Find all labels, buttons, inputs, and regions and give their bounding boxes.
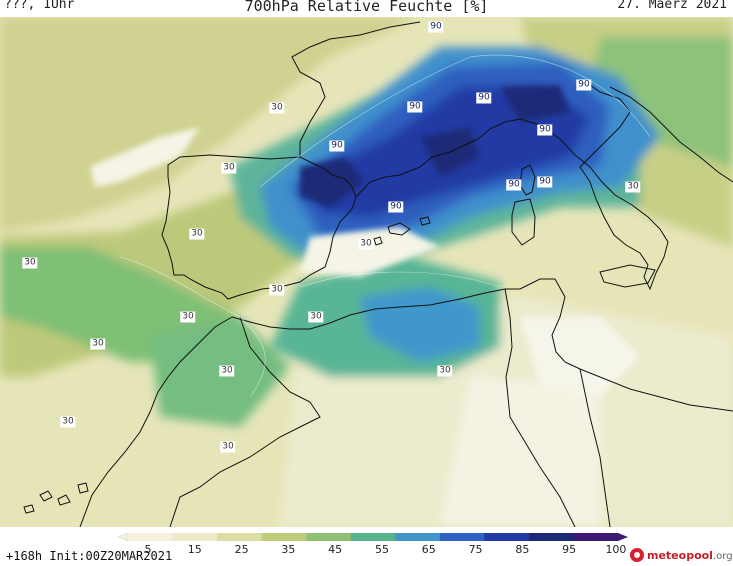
legend-label: 5: [144, 543, 152, 556]
field-navy-spot-1: [300, 157, 365, 207]
field-navy-spot-3: [500, 85, 570, 122]
france-coastline: [291, 21, 421, 157]
map-title: 700hPa Relative Feuchte [%]: [244, 0, 489, 15]
legend-swatch: [573, 533, 619, 541]
contour-label-30: 30: [437, 365, 453, 377]
legend-swatch: [528, 533, 574, 541]
logo-text: meteopool.org: [647, 549, 733, 562]
legend-swatch: [395, 533, 441, 541]
legend-label: 35: [281, 543, 296, 556]
field-pale-sahara: [440, 377, 600, 527]
legend-label: 25: [234, 543, 249, 556]
legend-high-arrow: [618, 533, 628, 541]
header-bar: ???, 1Uhr 700hPa Relative Feuchte [%] 27…: [0, 0, 733, 17]
italy-coastline: [477, 84, 669, 291]
contour-label-30: 30: [269, 102, 285, 114]
contour-label-30: 30: [269, 284, 285, 296]
humidity-map: 90 90 90 90 90 90 90 90 90 30 30 30 30 3…: [0, 17, 733, 527]
field-blue-algeria: [360, 287, 480, 362]
country-borders-africa: [169, 288, 611, 527]
legend-label: 45: [328, 543, 343, 556]
balearic-islands: [373, 216, 431, 246]
sicily: [599, 264, 656, 288]
color-legend: 5 15 25 35 45 55 65 75 85 95 100: [117, 530, 630, 556]
contour-label-90: 90: [428, 21, 444, 33]
contour-label-30: 30: [220, 441, 236, 453]
field-green-north: [590, 37, 733, 167]
logo-tld-text: .org: [712, 550, 733, 562]
iberia-coastline: [161, 154, 357, 300]
coastlines: [23, 21, 733, 527]
field-white-blob-1: [90, 127, 200, 187]
legend-low-arrow: [117, 532, 129, 542]
logo-icon: [630, 548, 644, 562]
field-white-blob-2: [300, 227, 440, 277]
footer-bar: 5 15 25 35 45 55 65 75 85 95 100 +168h Init:00Z20M…: [0, 527, 733, 566]
legend-swatch: [306, 533, 352, 541]
canary-islands: [23, 482, 89, 514]
sardinia: [511, 198, 536, 246]
france-south-coast: [355, 138, 479, 198]
legend-label: 95: [562, 543, 577, 556]
meteopool-logo[interactable]: meteopool.org: [630, 546, 733, 564]
contour-label-30: 30: [90, 338, 106, 350]
legend-swatch: [261, 533, 307, 541]
contour-label-90: 90: [388, 201, 404, 213]
legend-label: 85: [515, 543, 530, 556]
legend-swatch: [128, 533, 174, 541]
contour-label-90: 90: [576, 79, 592, 91]
legend-swatch: [172, 533, 218, 541]
logo-main-text: meteopool: [647, 548, 713, 562]
legend-swatch: [484, 533, 530, 541]
contour-label-30: 30: [221, 162, 237, 174]
contour-label-90: 90: [537, 124, 553, 136]
contour-label-30: 30: [308, 311, 324, 323]
contour-label-30: 30: [219, 365, 235, 377]
morocco-atlantic-coast: [79, 316, 233, 527]
contour-label-30: 30: [358, 238, 374, 250]
contour-label-30: 30: [189, 228, 205, 240]
adriatic-east-coast: [609, 86, 733, 183]
contour-label-90: 90: [407, 101, 423, 113]
contour-label-30: 30: [60, 416, 76, 428]
legend-swatch: [217, 533, 263, 541]
legend-swatch: [439, 533, 485, 541]
contour-label-30: 30: [625, 181, 641, 193]
map-canvas: [0, 17, 733, 527]
legend-label: 15: [187, 543, 202, 556]
legend-label: 75: [468, 543, 483, 556]
contour-label-30: 30: [180, 311, 196, 323]
legend-label: 100: [605, 543, 627, 556]
valid-day-hour: ???, 1Uhr: [4, 0, 75, 12]
legend-label: 55: [374, 543, 389, 556]
contour-lines: [119, 54, 651, 398]
init-time: +168h Init:00Z20MAR2021: [6, 549, 173, 563]
contour-label-90: 90: [506, 179, 522, 191]
contour-label-90: 90: [537, 176, 553, 188]
legend-label: 65: [421, 543, 436, 556]
contour-label-90: 90: [476, 92, 492, 104]
legend-colorbar: [117, 532, 628, 542]
valid-date: 27. Maerz 2021: [617, 0, 727, 12]
legend-swatch: [350, 533, 396, 541]
contour-label-30: 30: [22, 257, 38, 269]
contour-label-90: 90: [329, 140, 345, 152]
north-africa-coastline: [231, 278, 733, 412]
field-white-blob-3: [520, 317, 640, 397]
